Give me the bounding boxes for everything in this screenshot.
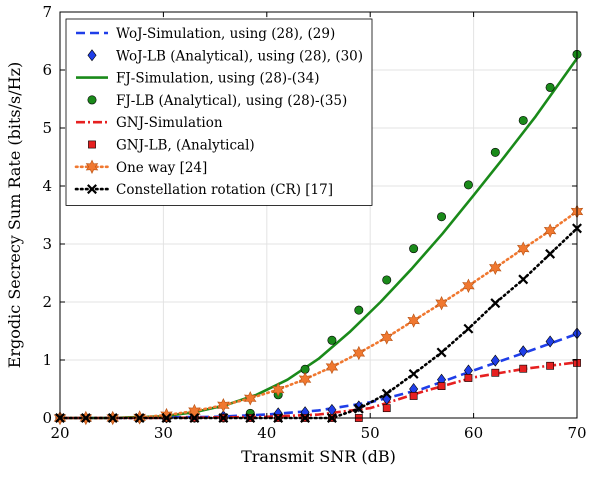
data-point xyxy=(382,275,392,285)
data-point xyxy=(382,404,391,413)
data-point xyxy=(436,347,447,358)
data-point xyxy=(160,407,173,423)
data-point xyxy=(518,274,529,285)
legend-entry-label: FJ-LB (Analytical), using (28)-(35) xyxy=(116,93,347,109)
plot-frame xyxy=(59,11,578,419)
x-tick-label: 50 xyxy=(361,424,380,442)
data-point xyxy=(381,388,392,399)
legend: WoJ-Simulation, using (28), (29) WoJ-LB (… xyxy=(65,18,373,206)
data-point xyxy=(354,305,364,315)
data-point xyxy=(380,330,393,345)
legend-box xyxy=(65,18,373,206)
y-tick-label: 2 xyxy=(42,293,52,311)
data-point xyxy=(545,248,556,259)
data-point xyxy=(516,241,530,256)
legend-entry-label: WoJ-LB (Analytical), using (28), (30) xyxy=(116,48,363,64)
y-tick-label: 1 xyxy=(42,351,52,369)
data-point xyxy=(489,260,502,275)
data-point xyxy=(543,223,557,238)
data-point xyxy=(327,335,337,345)
data-point xyxy=(545,82,555,92)
series-line xyxy=(58,210,579,420)
data-point xyxy=(244,391,257,406)
y-tick-label: 7 xyxy=(42,3,52,21)
data-point xyxy=(490,147,500,157)
data-point xyxy=(409,392,418,400)
data-point xyxy=(298,371,312,387)
x-tick-label: 20 xyxy=(50,424,69,442)
data-point xyxy=(435,295,448,311)
legend-entry-label: GNJ-LB, (Analytical) xyxy=(116,138,255,154)
y-tick-label: 5 xyxy=(42,119,52,137)
data-point xyxy=(325,359,339,375)
data-point xyxy=(545,335,555,348)
legend-swatch-marker xyxy=(87,95,97,105)
data-point xyxy=(352,345,366,361)
series-line xyxy=(60,332,578,420)
x-tick-label: 70 xyxy=(567,424,586,442)
y-tick-label: 4 xyxy=(42,177,52,195)
data-point xyxy=(353,403,364,414)
y-tick-label: 3 xyxy=(42,235,52,253)
x-tick-label: 30 xyxy=(154,424,173,442)
data-point xyxy=(407,313,420,328)
legend-entry-label: FJ-Simulation, using (28)-(34) xyxy=(116,71,319,87)
data-point xyxy=(518,115,528,125)
legend-entry-label: One way [24] xyxy=(116,160,207,176)
legend-entry-label: WoJ-Simulation, using (28), (29) xyxy=(116,26,335,42)
y-axis-label: Ergodic Secrecy Sum Rate (bits/s/Hz) xyxy=(5,62,24,369)
data-point xyxy=(437,382,446,390)
x-tick-label: 40 xyxy=(257,424,276,442)
data-point xyxy=(490,298,501,309)
series-line xyxy=(58,227,579,420)
y-tick-label: 0 xyxy=(42,409,52,427)
data-point xyxy=(518,345,528,358)
data-point xyxy=(463,323,474,334)
data-point xyxy=(271,382,285,397)
y-tick-label: 6 xyxy=(42,61,52,79)
data-point xyxy=(408,368,419,379)
data-point xyxy=(217,398,230,413)
legend-entry-label: GNJ-Simulation xyxy=(116,115,223,131)
data-point xyxy=(462,278,475,293)
legend-entry-label: Constellation rotation (CR) [17] xyxy=(116,182,333,198)
axis-ticks: 20 30 40 50 60 70 0 1 2 3 4 5 6 7 xyxy=(42,3,586,442)
legend-swatch-marker xyxy=(88,140,96,149)
data-point xyxy=(464,374,473,382)
data-point xyxy=(490,354,500,367)
data-point xyxy=(519,364,528,373)
data-point xyxy=(546,361,555,370)
x-axis-label: Transmit SNR (dB) xyxy=(241,447,396,466)
data-point xyxy=(463,180,473,190)
data-point xyxy=(437,212,447,222)
x-tick-label: 60 xyxy=(464,424,483,442)
data-point xyxy=(409,244,419,254)
legend-swatch-marker xyxy=(85,159,99,174)
data-point xyxy=(491,368,500,377)
legend-swatch-marker xyxy=(87,49,97,62)
series-line xyxy=(60,57,579,420)
legend-swatch-marker xyxy=(87,184,97,195)
